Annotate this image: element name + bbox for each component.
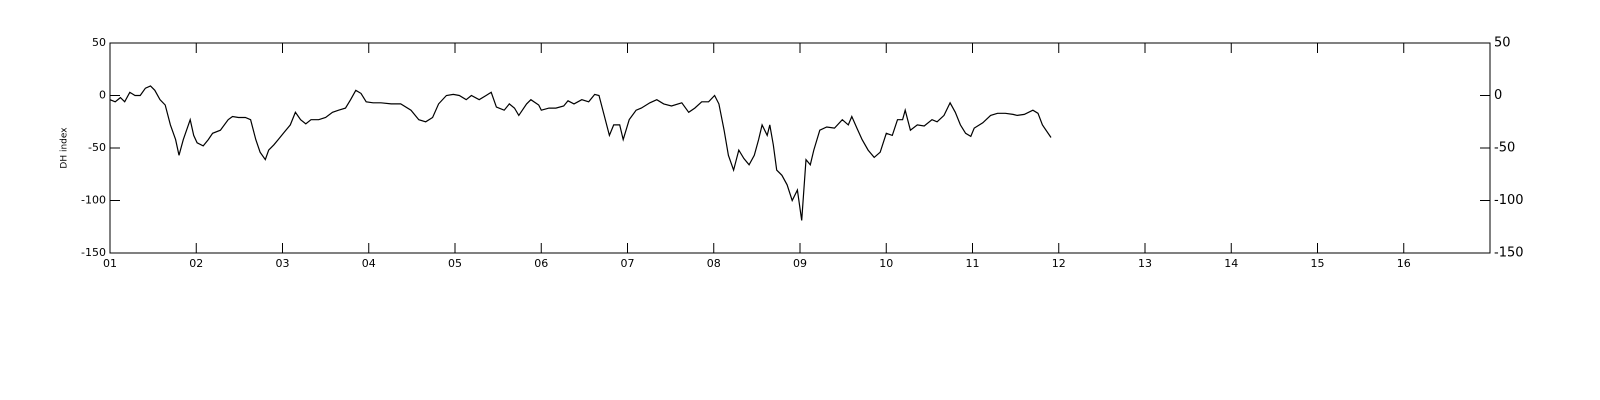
x-tick-label: 14 [1224, 257, 1238, 270]
data-line [109, 85, 1052, 221]
x-tick-label: 08 [707, 257, 721, 270]
x-tick-label: 15 [1311, 257, 1325, 270]
x-tick-label: 07 [621, 257, 635, 270]
y2-tick-label: -50 [1494, 141, 1515, 156]
y-tick-label: -150 [81, 246, 106, 259]
y-tick-label: -100 [81, 194, 106, 207]
x-tick-label: 05 [448, 257, 462, 270]
x-tick-label: 09 [793, 257, 807, 270]
x-tick-label: 02 [189, 257, 203, 270]
x-tick-label: 16 [1397, 257, 1411, 270]
y-tick-label: -50 [88, 141, 106, 154]
x-tick-label: 03 [276, 257, 290, 270]
y-tick-label: 50 [92, 36, 106, 49]
x-tick-label: 04 [362, 257, 376, 270]
x-tick-label: 12 [1052, 257, 1066, 270]
y2-tick-label: 0 [1494, 88, 1502, 103]
x-tick-label: 06 [534, 257, 548, 270]
x-tick-label: 01 [103, 257, 117, 270]
y2-tick-label: -100 [1494, 193, 1524, 208]
y-axis-label: DH index [60, 127, 70, 169]
x-tick-label: 10 [879, 257, 893, 270]
y-tick-label: 0 [99, 89, 106, 102]
y2-tick-label: 50 [1494, 36, 1511, 51]
plot-frame [109, 42, 1491, 254]
x-tick-label: 11 [966, 257, 980, 270]
y2-tick-label: -150 [1494, 246, 1524, 261]
x-tick-label: 13 [1138, 257, 1152, 270]
